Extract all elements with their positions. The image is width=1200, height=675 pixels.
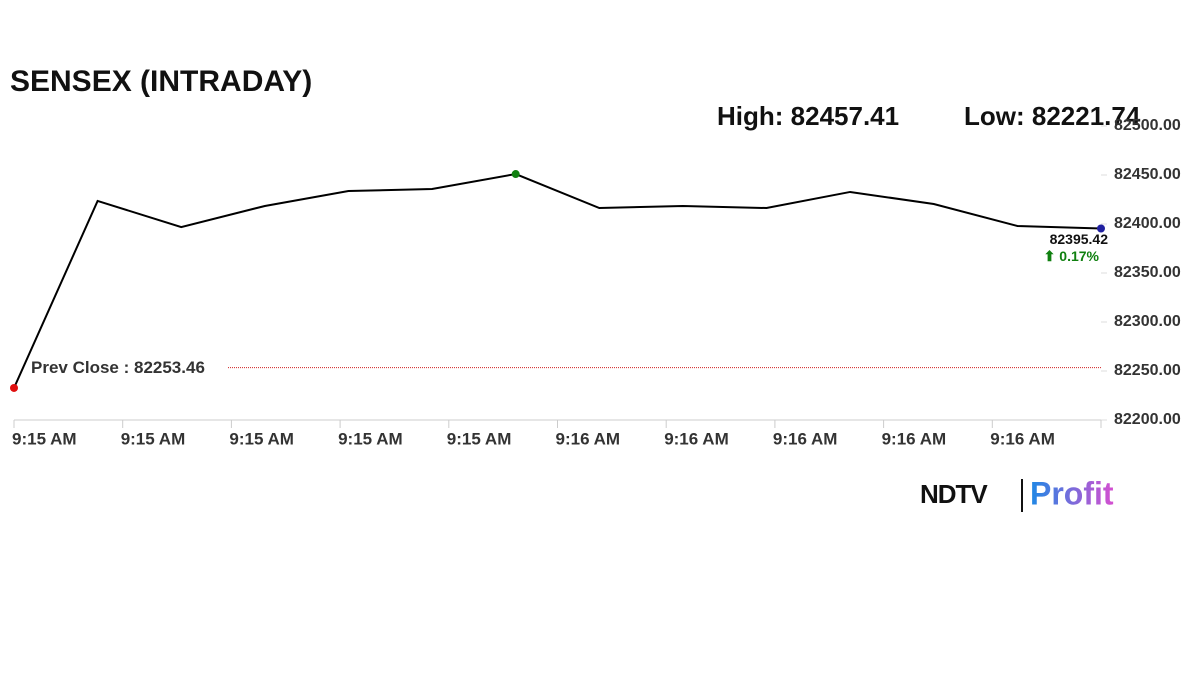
chart-title: SENSEX (INTRADAY) xyxy=(10,65,312,98)
x-tick-label: 9:15 AM xyxy=(121,429,186,448)
y-tick-label: 82450.00 xyxy=(1114,166,1181,183)
x-tick-label: 9:16 AM xyxy=(773,429,838,448)
x-tick-label: 9:15 AM xyxy=(338,429,403,448)
price-line xyxy=(13,172,1102,389)
prev-close-label: Prev Close : 82253.46 xyxy=(31,358,205,377)
y-tick-label: 82250.00 xyxy=(1114,362,1181,379)
y-tick-label: 82300.00 xyxy=(1114,313,1181,330)
last-value-label: 82395.42 xyxy=(1050,231,1109,247)
x-tick-label: 9:16 AM xyxy=(882,429,947,448)
y-tick-label: 82350.00 xyxy=(1114,264,1181,281)
y-tick-label: 82200.00 xyxy=(1114,411,1181,428)
x-tick-label: 9:16 AM xyxy=(990,429,1055,448)
point-marker xyxy=(1097,224,1105,233)
x-tick-label: 9:15 AM xyxy=(12,429,77,448)
x-tick-label: 9:15 AM xyxy=(229,429,294,448)
y-tick-label: 82500.00 xyxy=(1114,117,1181,134)
y-tick-label: 82400.00 xyxy=(1114,215,1181,232)
x-tick-label: 9:15 AM xyxy=(447,429,512,448)
low-label: Low: 82221.74 xyxy=(964,101,1141,131)
brand-ndtv: NDTV xyxy=(920,479,988,509)
change-label: ⬆ 0.17% xyxy=(1044,248,1100,264)
brand-profit: Profit xyxy=(1030,475,1114,511)
x-tick-label: 9:16 AM xyxy=(556,429,621,448)
x-tick-label: 9:16 AM xyxy=(664,429,729,448)
point-marker xyxy=(511,170,520,179)
high-label: High: 82457.41 xyxy=(717,101,899,131)
point-marker xyxy=(10,383,18,392)
